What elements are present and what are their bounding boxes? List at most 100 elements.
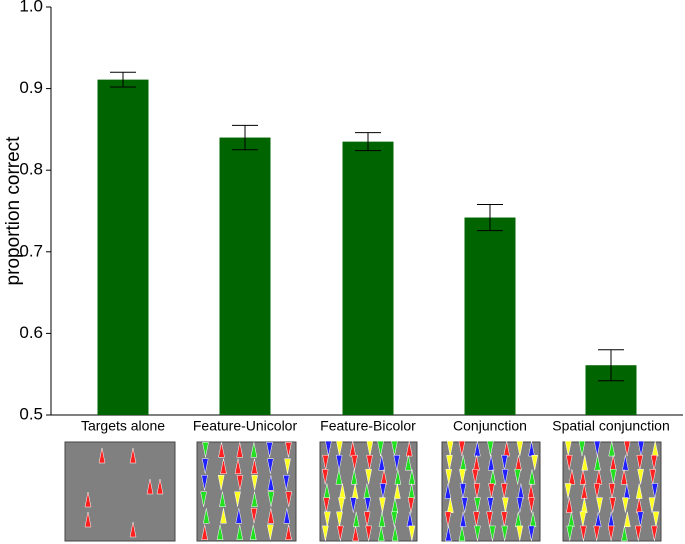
stimulus-item <box>607 525 615 541</box>
stimulus-item <box>267 508 275 524</box>
stimulus-item <box>323 497 330 513</box>
stimulus-item <box>250 442 258 458</box>
stimulus-item <box>564 440 572 457</box>
stimulus-item <box>596 497 603 513</box>
stimulus-item <box>621 525 628 542</box>
stimulus-item <box>610 469 617 485</box>
stimulus-item <box>201 524 208 540</box>
stimulus-item <box>218 442 225 458</box>
stimulus-item <box>391 511 398 527</box>
stimulus-item <box>203 508 210 524</box>
stimulus-item <box>363 511 371 527</box>
stimulus-item <box>352 525 359 542</box>
stimulus-item <box>338 497 345 513</box>
thumbnail-bg <box>64 441 176 542</box>
stimulus-item <box>394 483 401 499</box>
stimulus-item <box>622 497 629 513</box>
stimulus-item <box>649 469 657 485</box>
stimulus-item <box>377 440 384 457</box>
error-bar <box>355 132 381 152</box>
stimulus-item <box>501 525 508 541</box>
stimulus-item <box>321 469 329 485</box>
error-bar <box>110 71 136 88</box>
stimulus-item <box>282 475 290 491</box>
stimulus-item <box>594 455 601 471</box>
stimulus-item <box>365 469 372 485</box>
stimulus-item <box>379 483 387 499</box>
stimulus-item <box>516 440 524 457</box>
stimulus-item <box>474 525 481 541</box>
stimulus-thumbnail <box>319 440 418 542</box>
stimulus-item <box>579 511 587 527</box>
y-tick-label: 0.7 <box>19 241 43 260</box>
stimulus-item <box>98 447 106 464</box>
stimulus-item <box>378 511 386 528</box>
stimulus-item <box>445 525 452 542</box>
stimulus-item <box>284 458 291 474</box>
stimulus-item <box>487 440 494 457</box>
stimulus-item <box>593 440 601 457</box>
stimulus-item <box>593 483 601 499</box>
stimulus-item <box>566 525 574 541</box>
stimulus-item <box>201 458 209 474</box>
stimulus-item <box>564 483 572 499</box>
stimulus-item <box>500 483 508 499</box>
stimulus-item <box>365 525 372 541</box>
y-tick-label: 0.6 <box>19 323 43 342</box>
stimulus-item <box>366 440 374 457</box>
stimulus-item <box>250 508 258 524</box>
stimulus-item <box>285 491 293 507</box>
stimulus-thumbnail <box>562 440 662 542</box>
stimulus-item <box>266 442 273 458</box>
stimulus-item <box>501 469 509 485</box>
stimulus-item <box>405 441 413 457</box>
stimulus-item <box>350 469 358 485</box>
stimulus-item <box>528 497 535 513</box>
stimulus-item <box>471 469 479 485</box>
stimulus-item <box>651 525 658 541</box>
stimulus-item <box>249 524 257 540</box>
stimulus-item <box>458 440 466 457</box>
stimulus-item <box>623 440 631 457</box>
stimulus-thumbnail <box>441 440 541 542</box>
thumbnail-bg <box>196 441 297 542</box>
y-tick-label: 1.0 <box>19 0 43 15</box>
error-bar <box>477 203 503 232</box>
stimulus-item <box>335 454 343 471</box>
x-tick-label: Feature-Unicolor <box>193 418 298 434</box>
stimulus-item <box>652 511 660 527</box>
stimulus-item <box>581 455 589 471</box>
stimulus-item <box>624 511 631 528</box>
stimulus-item <box>445 469 453 485</box>
stimulus-item <box>251 458 258 474</box>
stimulus-item <box>129 521 137 538</box>
stimulus-item <box>637 511 644 527</box>
x-tick-label: Conjunction <box>453 418 527 434</box>
stimulus-item <box>220 458 227 474</box>
stimulus-item <box>220 508 227 524</box>
stimulus-item <box>84 491 92 508</box>
stimulus-item <box>444 511 452 527</box>
stimulus-item <box>608 441 616 457</box>
error-bar <box>598 349 624 382</box>
stimulus-thumbnail <box>196 441 297 542</box>
stimulus-item <box>486 511 493 527</box>
stimulus-item <box>336 440 343 457</box>
stimulus-item <box>236 475 244 491</box>
stimulus-item <box>620 469 628 485</box>
stimulus-item <box>637 440 645 457</box>
stimulus-item <box>405 455 412 471</box>
stimulus-item <box>407 497 415 513</box>
stimulus-item <box>391 525 399 542</box>
stimulus-item <box>350 497 357 513</box>
stimulus-thumbnail <box>64 441 176 542</box>
stimulus-item <box>84 511 92 528</box>
stimulus-item <box>579 469 587 485</box>
stimulus-item <box>593 525 600 541</box>
error-bar <box>232 124 258 151</box>
stimulus-item <box>322 525 329 541</box>
stimulus-item <box>514 469 521 485</box>
bar <box>219 137 271 415</box>
